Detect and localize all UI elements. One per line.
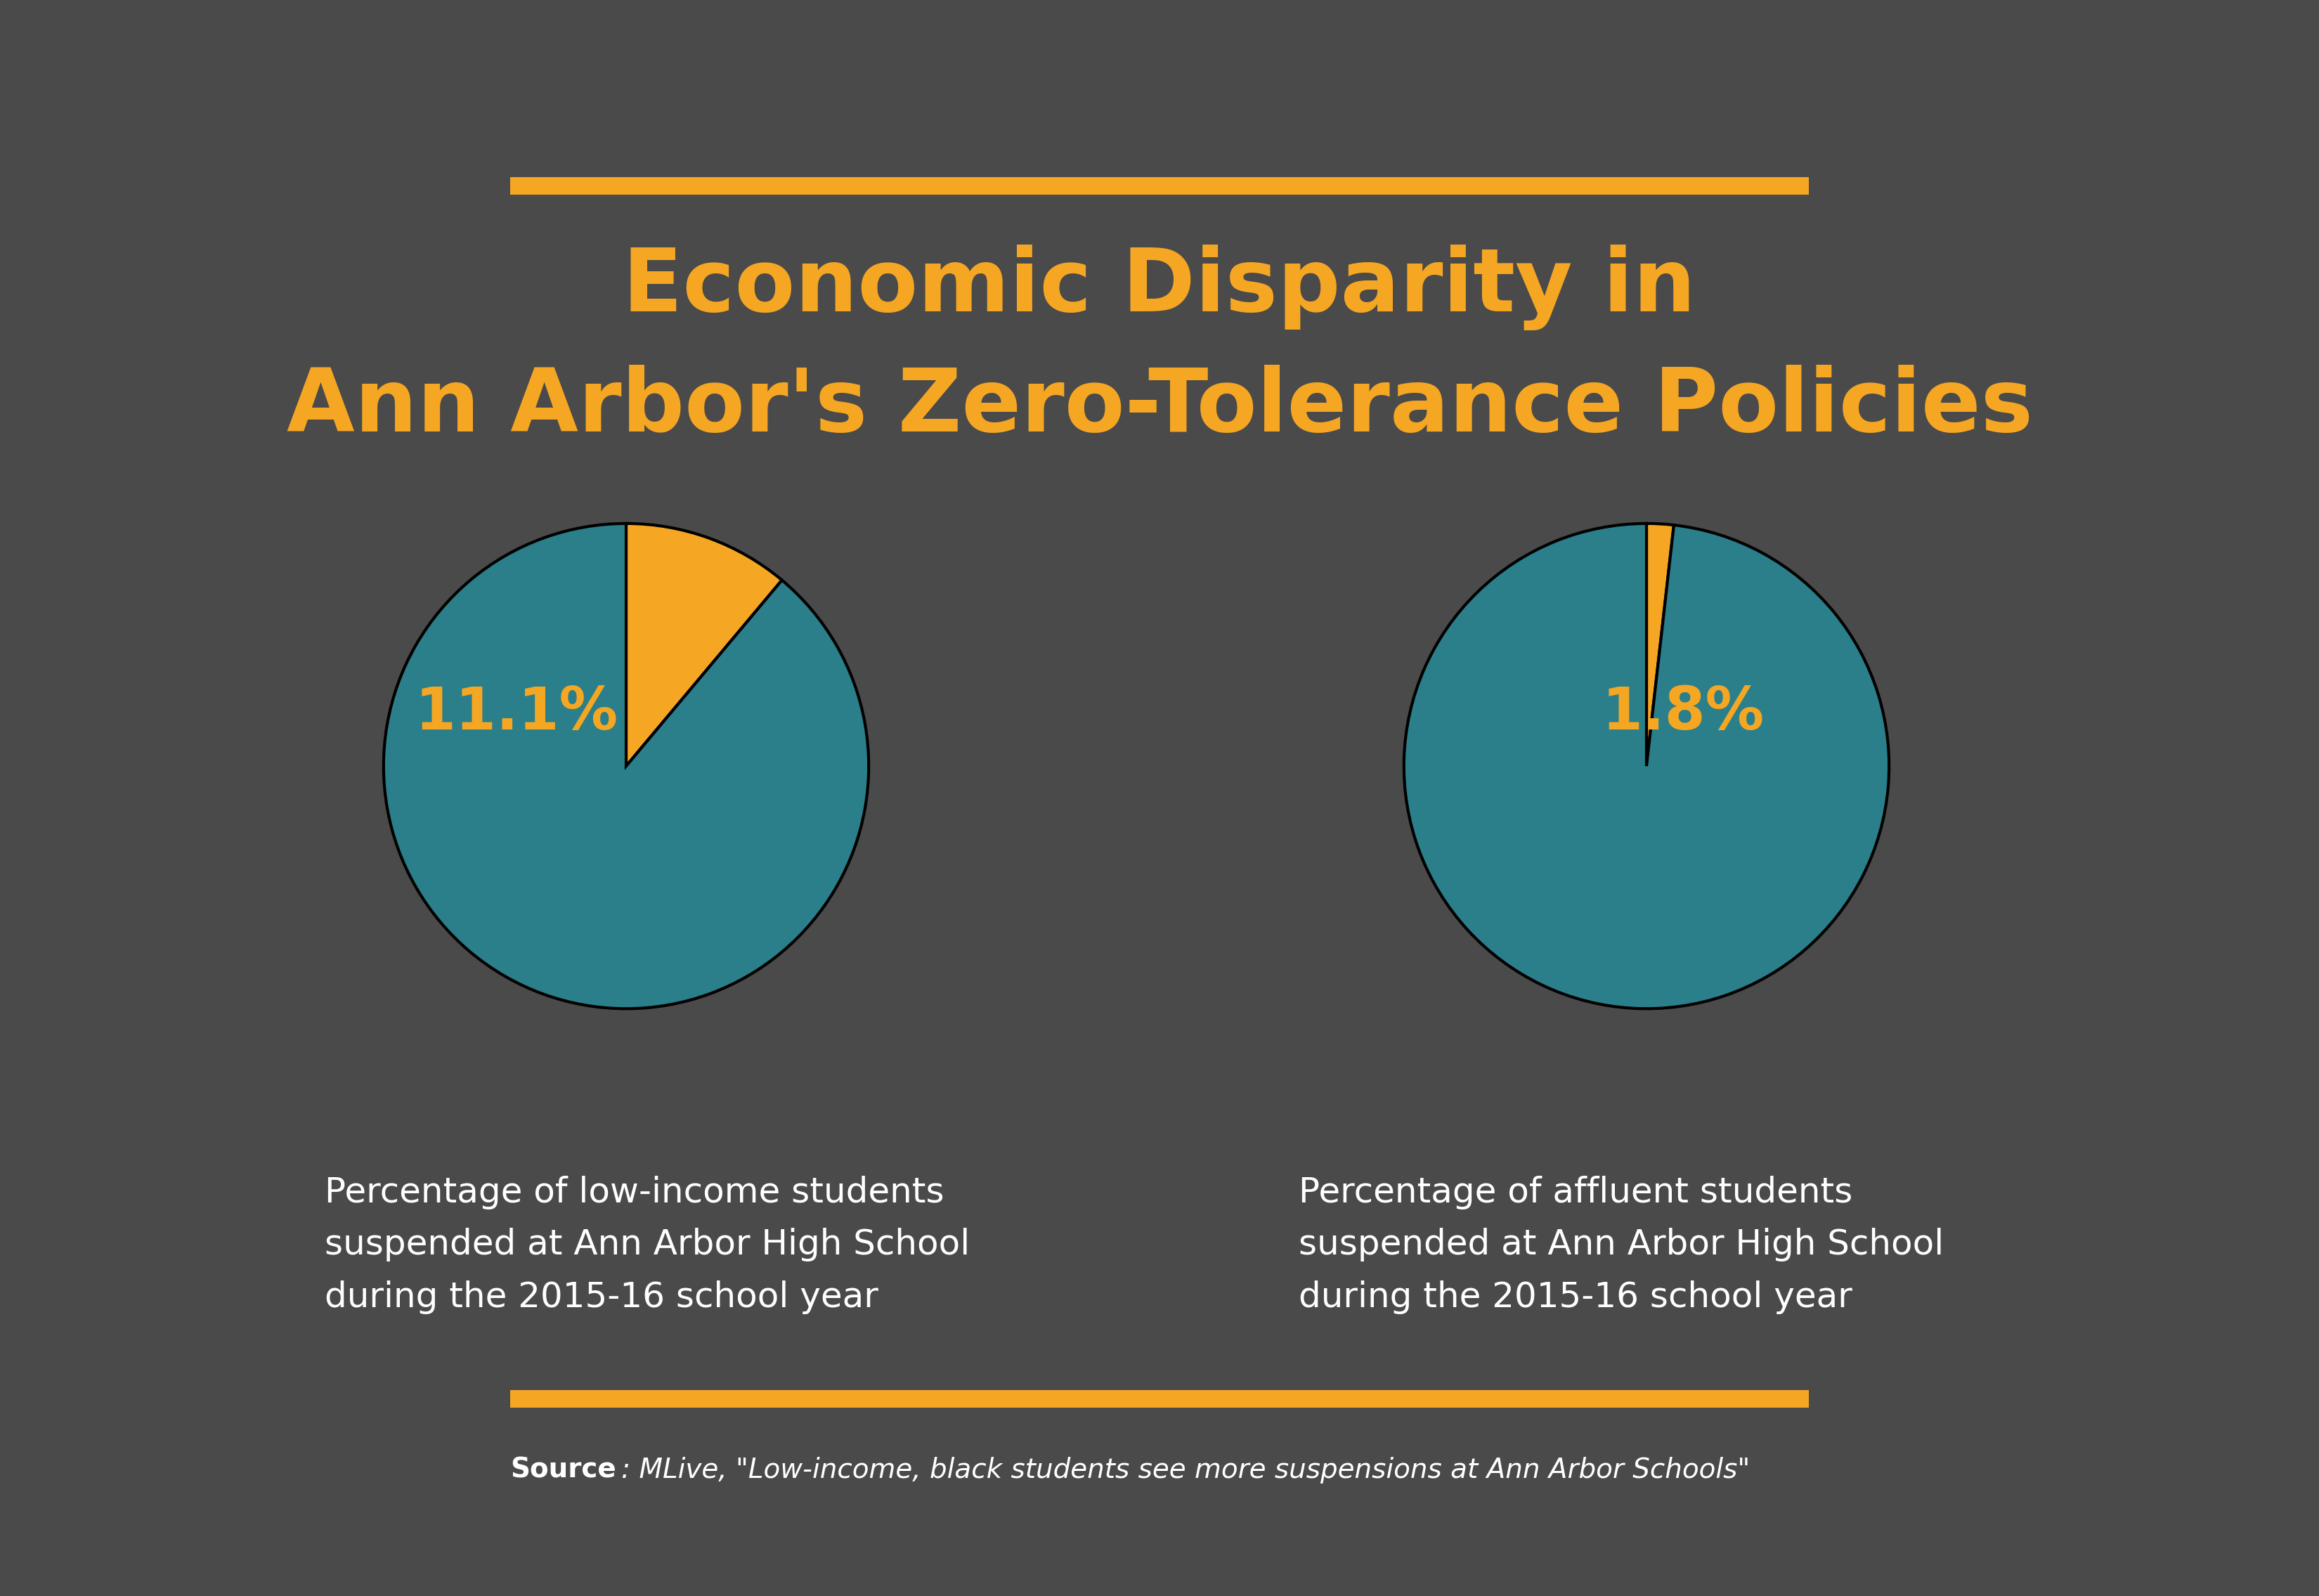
Text: : MLive, "Low-income, black students see more suspensions at Ann Arbor Schools": : MLive, "Low-income, black students see… bbox=[621, 1457, 1751, 1483]
Wedge shape bbox=[1646, 523, 1674, 766]
FancyBboxPatch shape bbox=[510, 177, 1809, 195]
Text: Economic Disparity in: Economic Disparity in bbox=[624, 244, 1695, 330]
Text: Ann Arbor's Zero-Tolerance Policies: Ann Arbor's Zero-Tolerance Policies bbox=[285, 364, 2034, 450]
Wedge shape bbox=[626, 523, 782, 766]
Text: 11.1%: 11.1% bbox=[415, 685, 619, 741]
Text: Source: Source bbox=[510, 1457, 617, 1483]
Text: 1.8%: 1.8% bbox=[1602, 685, 1765, 741]
Wedge shape bbox=[383, 523, 870, 1009]
Wedge shape bbox=[1403, 523, 1890, 1009]
Text: Percentage of affluent students
suspended at Ann Arbor High School
during the 20: Percentage of affluent students suspende… bbox=[1299, 1176, 1943, 1314]
Text: Percentage of low-income students
suspended at Ann Arbor High School
during the : Percentage of low-income students suspen… bbox=[325, 1176, 969, 1314]
FancyBboxPatch shape bbox=[510, 1390, 1809, 1408]
